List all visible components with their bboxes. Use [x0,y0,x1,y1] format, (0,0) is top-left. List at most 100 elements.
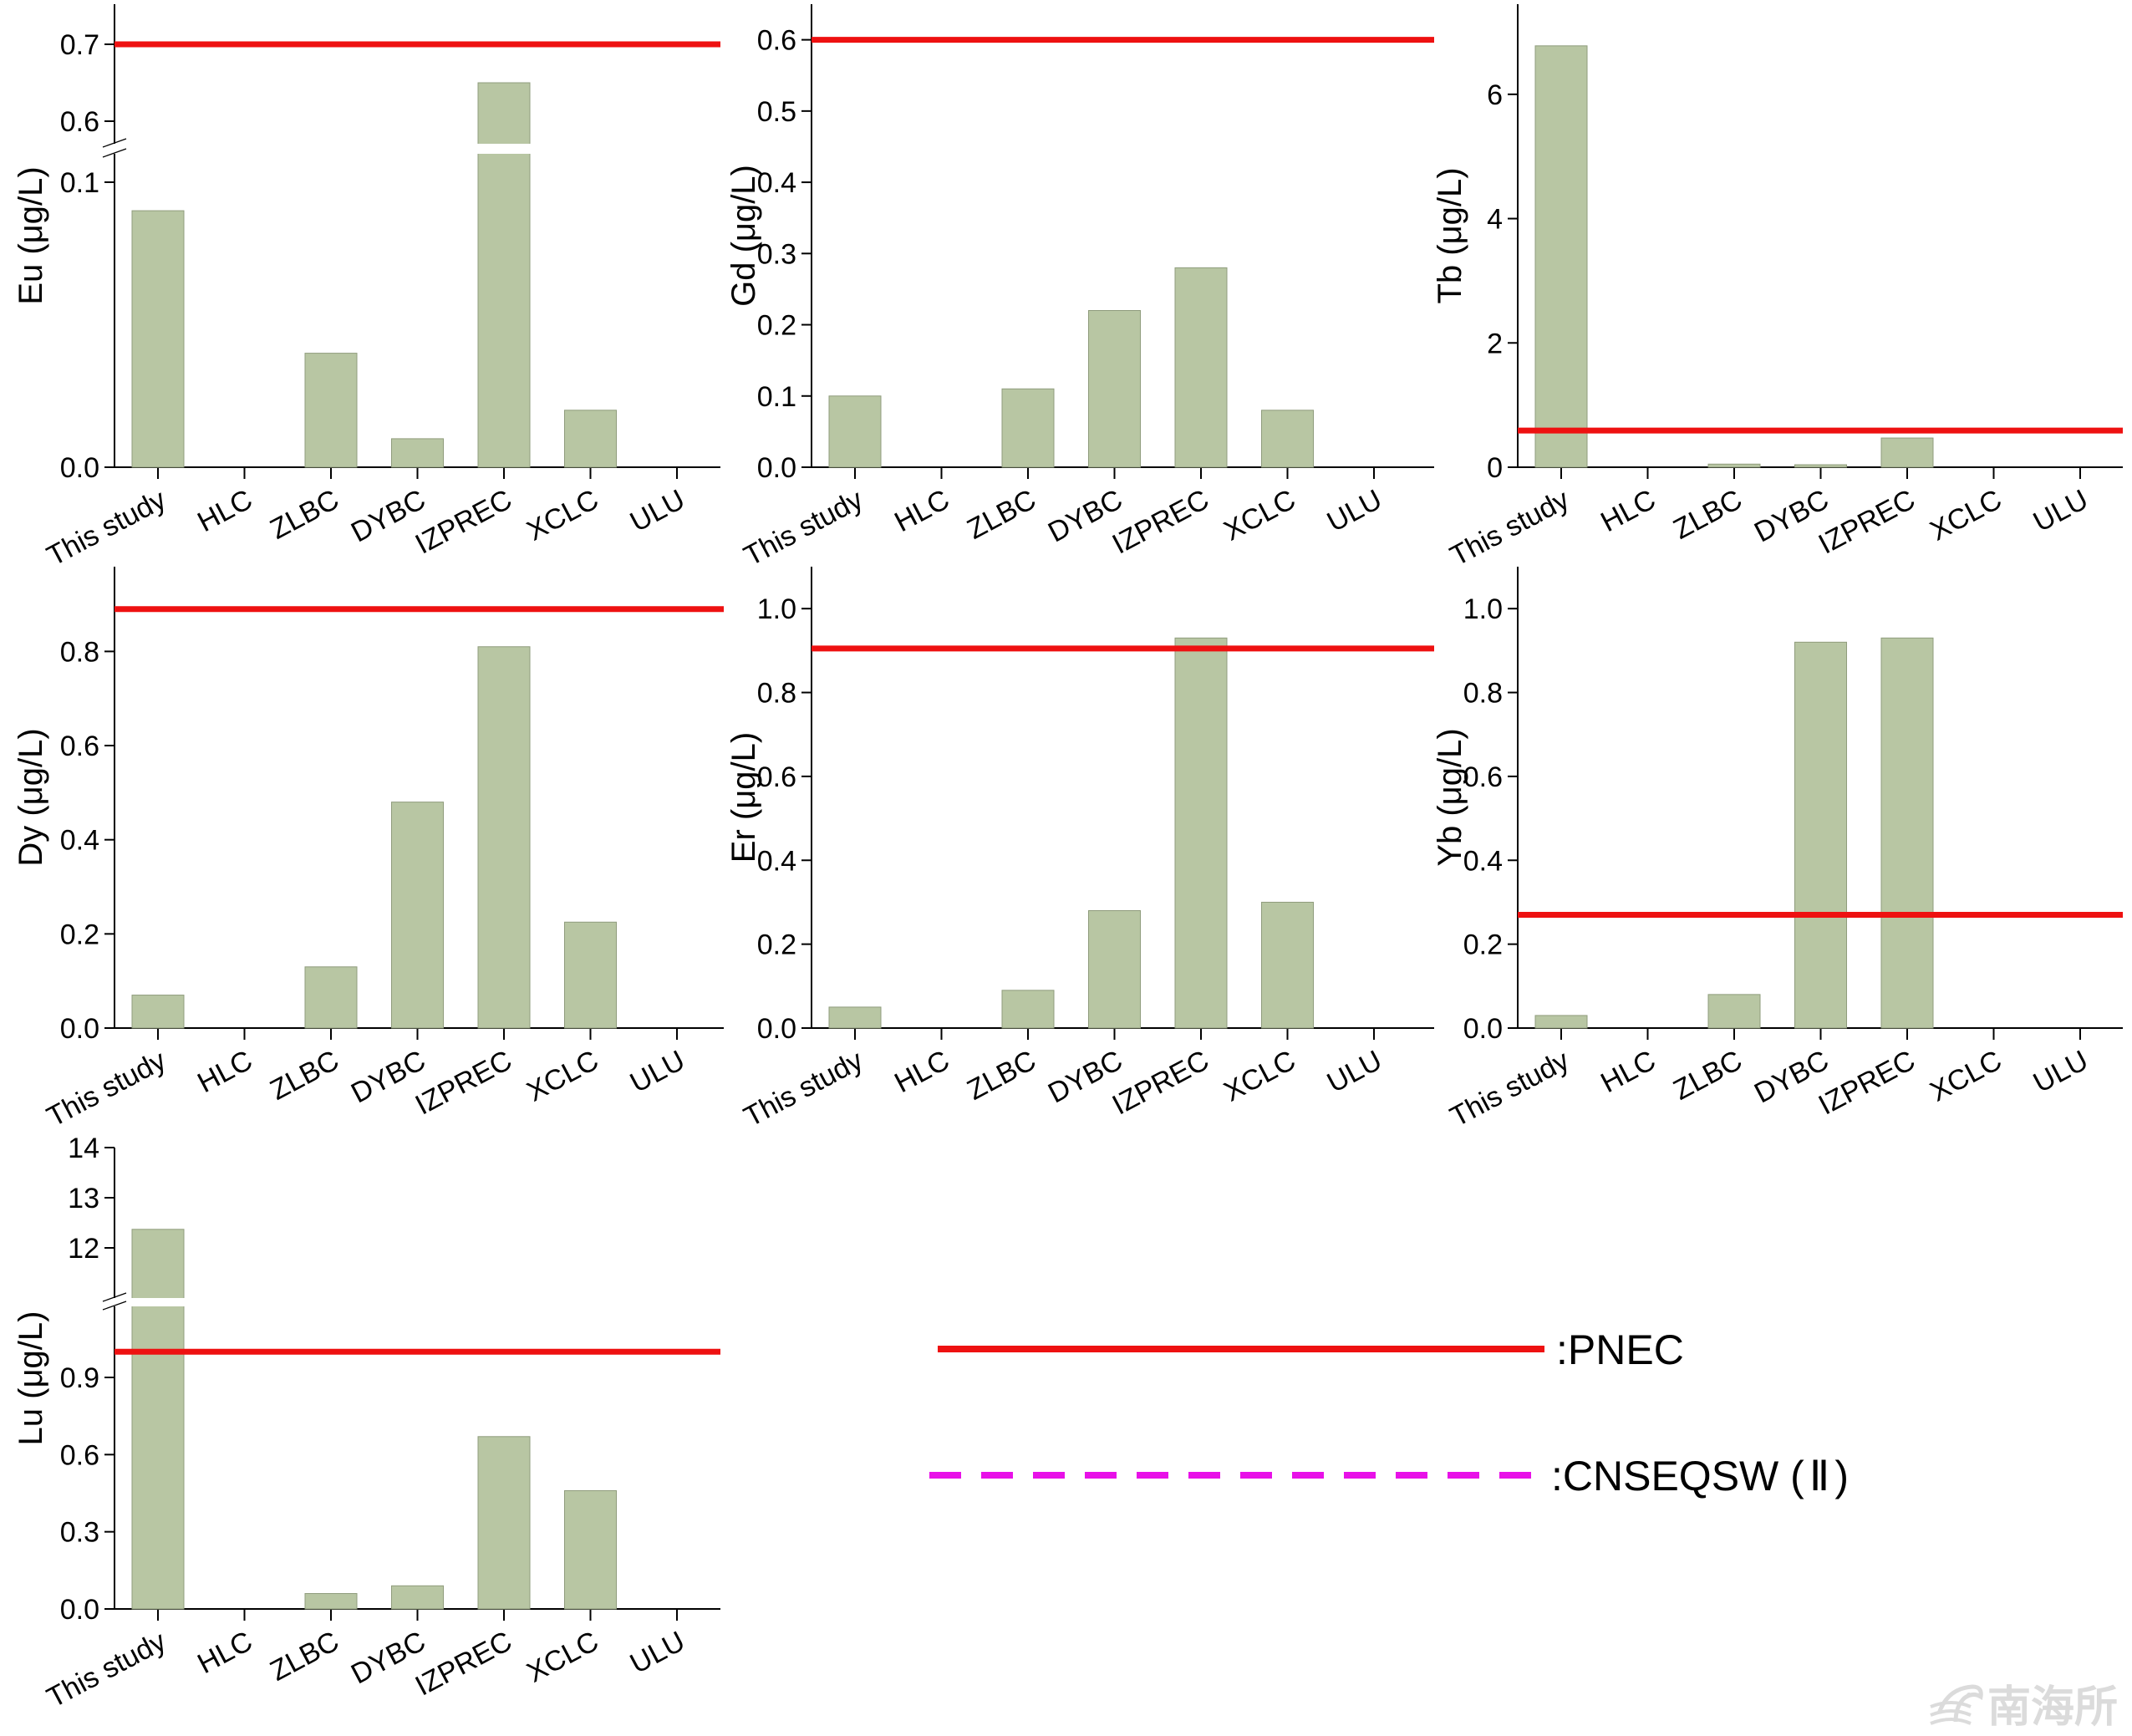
y-tick-label: 0.8 [1463,678,1503,710]
x-tick-label: ZLBC [265,484,344,546]
y-tick-label: 13 [68,1183,99,1214]
bar-xclc [1261,410,1314,468]
bar-dybc [1794,641,1847,1029]
x-tick-label: HLC [1595,484,1661,538]
y-tick-label: 0.6 [60,106,99,138]
bar-xclc [564,1489,617,1610]
bar-izprec [477,1436,531,1610]
y-tick-label: 0.6 [757,25,796,57]
legend-cnseqsw-text: :CNSEQSW ( [1551,1453,1804,1499]
y-tick-label: 4 [1487,204,1503,236]
y-tick-label: 0.6 [1463,761,1503,793]
bar-break-gap [476,144,532,154]
bar-dybc [1794,464,1847,468]
x-tick-label: ULU [2028,1045,2094,1099]
x-tick-label: XCLC [1925,484,2007,547]
x-tick-label: This study [739,484,868,573]
bar-xclc [1261,901,1314,1029]
y-tick-label: 0.0 [1463,1013,1503,1045]
bar-zlbc [1001,388,1055,468]
legend-cnseqsw-roman: Ⅱ [1809,1453,1830,1499]
bar-this-study [131,1229,185,1610]
y-tick-label: 0.8 [757,678,796,710]
y-axis-title: Eu (μg/L) [13,166,49,304]
x-tick-label: ZLBC [962,484,1041,546]
bar-this-study [828,395,882,468]
x-tick-label: ULU [625,484,690,538]
x-tick-label: XCLC [522,1045,603,1108]
y-tick-label: 0.7 [60,29,99,61]
bar-zlbc [304,966,358,1029]
y-tick-label: 0.4 [60,825,99,857]
y-tick-label: 0.2 [1463,929,1503,961]
x-tick-label: ULU [625,1045,690,1099]
x-tick-label: ULU [2028,484,2094,538]
bar-this-study [1534,45,1588,468]
y-tick-label: 0 [1487,452,1503,484]
x-tick-label: ULU [625,1626,690,1680]
axis-break-mark [102,138,127,158]
bar-izprec [1880,637,1934,1029]
x-tick-label: XCLC [1925,1045,2007,1108]
x-tick-label: This study [1445,484,1575,573]
y-tick-label: 6 [1487,79,1503,111]
y-tick-label: 1.0 [1463,593,1503,625]
y-tick-label: 0.1 [60,167,99,199]
bar-xclc [564,921,617,1029]
x-tick-label: ZLBC [265,1045,344,1107]
y-tick-label: 0.0 [60,452,99,484]
bar-dybc [391,1585,444,1610]
watermark-text: 南海所 [1987,1683,2118,1733]
y-tick-label: 1.0 [757,593,796,625]
y-tick-label: 0.4 [757,845,796,877]
y-tick-label: 0.1 [757,381,796,413]
y-tick-label: 0.6 [60,731,99,762]
bar-this-study [1534,1015,1588,1029]
bar-dybc [1088,909,1141,1029]
legend-cnseqsw-label: :CNSEQSW (Ⅱ) [1551,1453,1849,1499]
legend-pnec-label: :PNEC [1556,1326,1684,1373]
y-tick-label: 0.4 [757,167,796,199]
x-tick-label: HLC [889,484,954,538]
x-tick-label: HLC [1595,1045,1661,1099]
y-tick-label: 0.6 [60,1439,99,1471]
x-tick-label: This study [1445,1045,1575,1133]
x-tick-label: XCLC [522,484,603,547]
x-tick-label: IZPREC [1814,484,1921,561]
x-tick-label: This study [42,1045,171,1133]
x-tick-label: ZLBC [265,1626,344,1688]
bar-dybc [1088,309,1141,468]
y-tick-label: 0.0 [757,452,796,484]
y-tick-label: 12 [68,1233,99,1265]
x-tick-label: This study [42,484,171,573]
y-tick-label: 0.3 [757,238,796,270]
x-tick-label: IZPREC [410,1045,517,1122]
y-axis-title: Gd (μg/L) [725,165,762,307]
bar-izprec [477,82,531,468]
bar-break-gap [130,1298,186,1306]
y-tick-label: 0.3 [60,1517,99,1549]
y-axis-title: Dy (μg/L) [13,728,49,866]
y-tick-label: 0.8 [60,636,99,668]
y-axis-title: Lu (μg/L) [13,1311,49,1446]
y-tick-label: 0.6 [757,761,796,793]
bar-izprec [1174,637,1228,1029]
y-tick-label: 0.0 [60,1013,99,1045]
bar-izprec [1880,437,1934,468]
bar-this-study [131,995,185,1029]
bar-xclc [564,410,617,468]
x-tick-label: IZPREC [410,1626,517,1703]
y-tick-label: 0.0 [757,1013,796,1045]
y-tick-label: 2 [1487,328,1503,359]
y-axis-title: Tb (μg/L) [1432,167,1468,303]
x-tick-label: IZPREC [1107,1045,1214,1122]
x-tick-label: HLC [192,1626,257,1680]
x-tick-label: This study [42,1626,171,1714]
y-axis-title: Er (μg/L) [725,732,762,863]
